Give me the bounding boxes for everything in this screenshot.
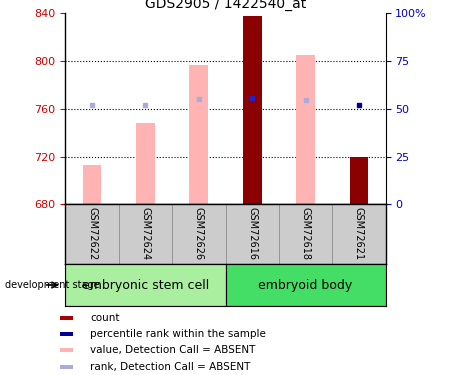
Bar xyxy=(60,316,74,320)
Bar xyxy=(226,264,386,306)
Title: GDS2905 / 1422540_at: GDS2905 / 1422540_at xyxy=(145,0,306,11)
Bar xyxy=(60,332,74,336)
Text: count: count xyxy=(90,313,120,323)
Text: GSM72622: GSM72622 xyxy=(87,207,97,261)
Bar xyxy=(60,348,74,352)
Text: embryoid body: embryoid body xyxy=(258,279,353,291)
Bar xyxy=(172,204,226,264)
Text: value, Detection Call = ABSENT: value, Detection Call = ABSENT xyxy=(90,345,255,355)
Bar xyxy=(119,204,172,264)
Text: GSM72618: GSM72618 xyxy=(300,207,311,260)
Text: GSM72626: GSM72626 xyxy=(194,207,204,261)
Bar xyxy=(65,264,226,306)
Text: rank, Detection Call = ABSENT: rank, Detection Call = ABSENT xyxy=(90,362,250,372)
Text: embryonic stem cell: embryonic stem cell xyxy=(82,279,209,291)
Bar xyxy=(226,204,279,264)
Bar xyxy=(189,64,208,204)
Text: GSM72616: GSM72616 xyxy=(247,207,257,260)
Text: GSM72621: GSM72621 xyxy=(354,207,364,261)
Bar xyxy=(279,204,332,264)
Bar xyxy=(65,204,119,264)
Bar xyxy=(60,364,74,369)
Bar xyxy=(243,15,262,204)
Bar xyxy=(332,204,386,264)
Text: percentile rank within the sample: percentile rank within the sample xyxy=(90,329,266,339)
Bar xyxy=(296,55,315,204)
Bar xyxy=(83,165,101,204)
Text: GSM72624: GSM72624 xyxy=(140,207,151,261)
Bar xyxy=(350,156,368,204)
Text: development stage: development stage xyxy=(5,280,99,290)
Bar xyxy=(136,123,155,204)
